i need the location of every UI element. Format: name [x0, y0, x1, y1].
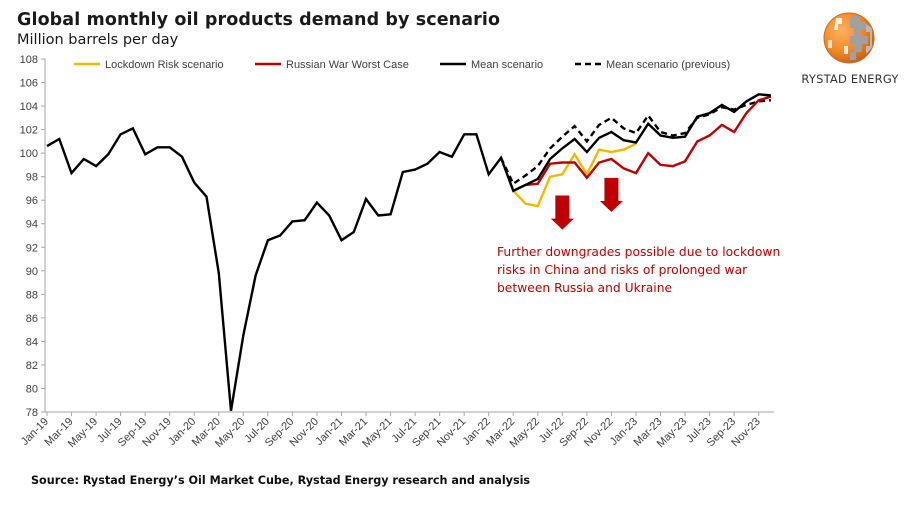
- logo-text: RYSTAD ENERGY: [801, 72, 899, 86]
- y-tick-label: 90: [26, 266, 38, 278]
- y-tick-label: 82: [26, 360, 38, 372]
- y-tick-label: 104: [20, 101, 38, 113]
- rystad-logo: RYSTAD ENERGY: [800, 10, 910, 90]
- y-tick-label: 94: [26, 219, 38, 231]
- series-line-mean-scenario: [46, 93, 772, 411]
- y-tick-label: 102: [20, 125, 38, 137]
- series-layer: [46, 93, 772, 411]
- annotation-arrows: [550, 177, 623, 230]
- y-tick-label: 108: [20, 54, 38, 66]
- source-note: Source: Rystad Energy’s Oil Market Cube,…: [31, 474, 531, 487]
- annotation-line: risks in China and risks of prolonged wa…: [497, 263, 748, 277]
- y-tick-label: 88: [26, 289, 38, 301]
- annotation-text: Further downgrades possible due to lockd…: [497, 243, 797, 297]
- chart-subtitle: Million barrels per day: [17, 32, 179, 48]
- y-tick-label: 78: [26, 407, 38, 419]
- y-tick-label: 86: [26, 313, 38, 325]
- series-line-lockdown-risk-scenario: [512, 142, 637, 208]
- globe-logo-icon: [823, 12, 875, 64]
- legend-label: Mean scenario (previous): [606, 59, 730, 71]
- legend-label: Lockdown Risk scenario: [105, 59, 224, 71]
- y-tick-label: 106: [20, 78, 38, 90]
- y-tick-label: 100: [20, 148, 38, 160]
- down-arrow-icon: [599, 177, 623, 212]
- annotation-line: between Russia and Ukraine: [497, 281, 673, 295]
- chart-title: Global monthly oil products demand by sc…: [17, 10, 501, 30]
- y-tick-label: 96: [26, 195, 38, 207]
- y-tick-label: 84: [26, 336, 38, 348]
- legend-label: Mean scenario: [471, 59, 543, 71]
- series-line-russian-war-worst-case: [512, 95, 772, 192]
- down-arrow-icon: [550, 195, 574, 230]
- y-tick-label: 80: [26, 383, 38, 395]
- y-tick-label: 98: [26, 172, 38, 184]
- y-tick-label: 92: [26, 242, 38, 254]
- annotation-line: Further downgrades possible due to lockd…: [497, 245, 781, 259]
- legend: Lockdown Risk scenario Russian War Worst …: [74, 59, 730, 71]
- legend-label: Russian War Worst Case: [286, 59, 409, 71]
